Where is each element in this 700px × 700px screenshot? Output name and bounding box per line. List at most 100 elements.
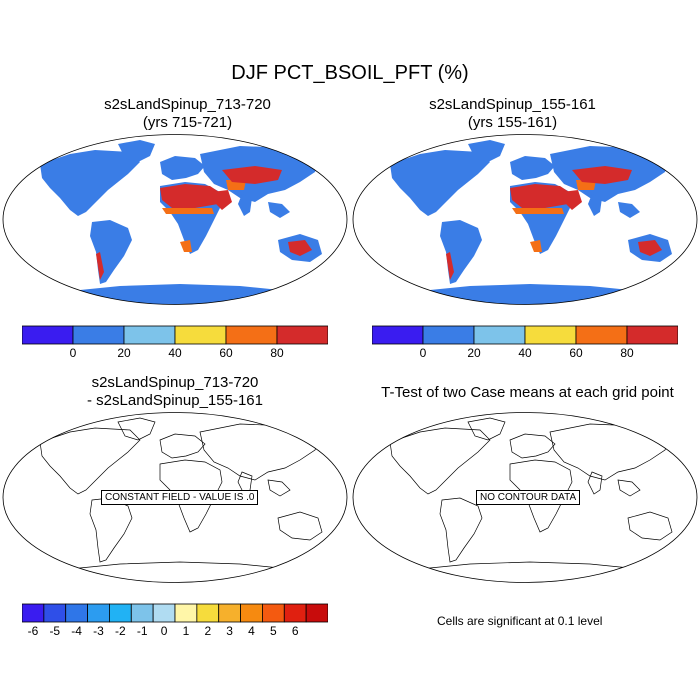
coast-namerica [39, 427, 141, 495]
colorbar-tick-label: 0 [160, 624, 168, 638]
colorbar-tick-label: 80 [270, 346, 284, 360]
colorbar-tick-label: 5 [270, 624, 277, 638]
panel3-title-line2: - s2sLandSpinup_155-161 [87, 392, 263, 409]
colorbar-tick-label: 40 [518, 346, 532, 360]
colorbar-tick-label: 4 [248, 624, 255, 638]
colorbar-swatch [575, 325, 628, 345]
panel1-title-line1: s2sLandSpinup_713-720 [104, 96, 271, 113]
panel3-note: CONSTANT FIELD - VALUE IS .0 [101, 490, 259, 505]
colorbar-tick-label: -6 [27, 624, 39, 638]
land-india [238, 194, 252, 216]
map-border [352, 412, 698, 583]
figure-title: DJF PCT_BSOIL_PFT (%) [231, 62, 469, 84]
colorbar-swatch [22, 603, 45, 623]
map-border [2, 412, 348, 583]
panel1-title: s2sLandSpinup_713-720 (yrs 715-721) [25, 96, 350, 132]
colorbar-tick-label: 6 [291, 624, 299, 638]
colorbar-tick-label: 20 [467, 346, 481, 360]
colorbar-swatch [218, 603, 241, 623]
land-antarctica [60, 284, 300, 305]
land-greenland [118, 140, 155, 162]
colorbar-swatch [72, 325, 125, 345]
colorbar-swatch [43, 603, 67, 623]
land-antarctica [410, 284, 650, 305]
colorbar-swatch [174, 325, 227, 345]
arid-namib [530, 240, 542, 252]
colorbar-swatch [65, 603, 88, 623]
coast-europe [159, 433, 206, 459]
land-seasia [268, 202, 290, 218]
coast-namerica [389, 427, 491, 495]
desert-sahara [510, 184, 572, 208]
desert-sahara [160, 184, 222, 208]
colorbar-swatch [276, 325, 328, 345]
colorbar-swatch [473, 325, 526, 345]
coast-greenland [467, 417, 506, 441]
coast-antarctica [58, 561, 302, 583]
colorbar-swatch [626, 325, 678, 345]
land-namerica [390, 150, 490, 216]
coast-india [587, 471, 603, 495]
coast-samerica [89, 497, 133, 563]
land-europe [160, 156, 205, 180]
land-samerica [440, 220, 482, 284]
colorbar-swatch [22, 325, 74, 345]
panel2-title-line2: (yrs 155-161) [467, 114, 558, 131]
colorbar-top-left [22, 325, 328, 345]
colorbar-swatch [87, 603, 110, 623]
colorbar-swatch [130, 603, 154, 623]
colorbar-bottom [22, 603, 328, 623]
arid-sahelband [162, 208, 214, 214]
colorbar-tick-label: -3 [93, 624, 104, 638]
coast-australia [277, 511, 323, 541]
coast-seasia [267, 479, 291, 497]
colorbar-swatch [305, 603, 328, 623]
desert-arabia [212, 190, 232, 210]
colorbar-swatch [225, 325, 278, 345]
colorbar-swatch [196, 603, 220, 623]
colorbar-tick-label: 0 [419, 346, 427, 360]
colorbar-tick-label: 40 [168, 346, 182, 360]
land-greenland [468, 140, 505, 162]
colorbar-swatch [372, 325, 424, 345]
coast-greenland [117, 417, 156, 441]
desert-arabia [562, 190, 582, 210]
arid-namib [180, 240, 192, 252]
colorbar-tick-label: 60 [569, 346, 583, 360]
panel1-map [2, 134, 348, 305]
desert-ausdesert [638, 240, 662, 256]
colorbar-swatch [262, 603, 285, 623]
coast-europe [509, 433, 556, 459]
colorbar-tick-label: 0 [69, 346, 77, 360]
map-border [2, 134, 348, 305]
colorbar-swatch [422, 325, 475, 345]
colorbar-tick-label: -1 [136, 624, 148, 638]
land-seasia [618, 202, 640, 218]
colorbar-swatch [524, 325, 577, 345]
colorbar-swatch [240, 603, 263, 623]
desert-andes [446, 252, 454, 280]
coast-antarctica [408, 561, 652, 583]
panel2-title-line1: s2sLandSpinup_155-161 [429, 96, 596, 113]
panel3-title-line1: s2sLandSpinup_713-720 [91, 374, 259, 391]
panel4-title: T-Test of two Case means at each grid po… [355, 384, 700, 402]
colorbar-swatch [283, 603, 307, 623]
colorbar-top-left-labels: 0 20 40 60 80 [22, 346, 328, 362]
land-europe [510, 156, 555, 180]
colorbar-swatch [123, 325, 176, 345]
desert-ausdesert [288, 240, 312, 256]
panel2-map [352, 134, 698, 305]
colorbar-tick-label: 1 [182, 624, 190, 638]
coast-samerica [439, 497, 483, 563]
panel4-note: NO CONTOUR DATA [476, 490, 581, 505]
panel4-map [352, 412, 698, 583]
coast-australia [627, 511, 673, 541]
arid-sahelband [512, 208, 564, 214]
land-india [588, 194, 602, 216]
panel2-title: s2sLandSpinup_155-161 (yrs 155-161) [350, 96, 675, 132]
colorbar-tick-label: 60 [219, 346, 233, 360]
significance-note: Cells are significant at 0.1 level [437, 614, 603, 628]
desert-centralasia [222, 166, 282, 184]
colorbar-tick-label: 80 [620, 346, 634, 360]
colorbar-tick-label: 3 [226, 624, 233, 638]
